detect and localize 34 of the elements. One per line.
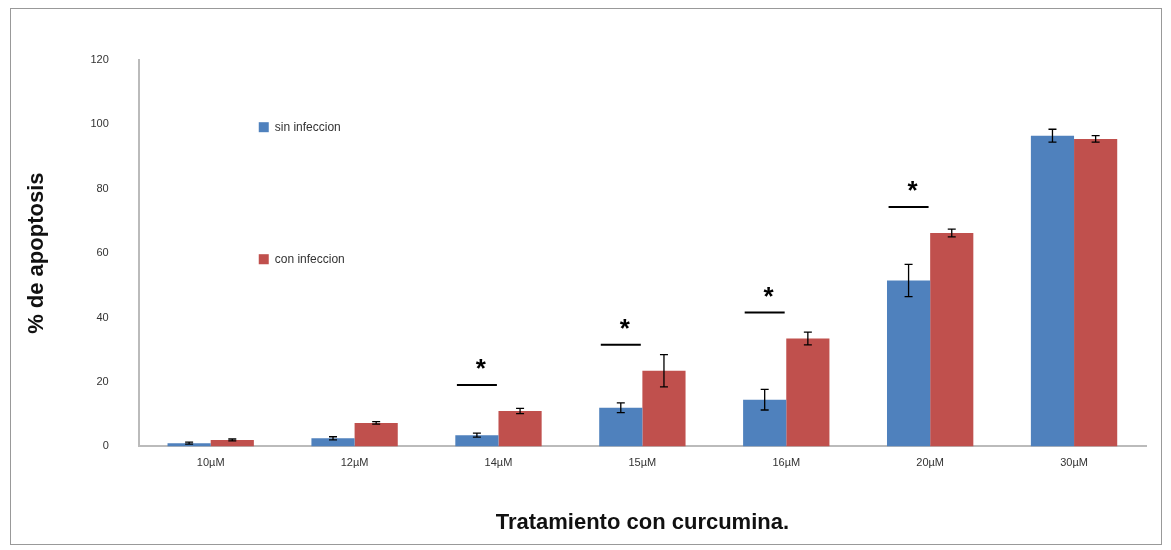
annotation: *: [763, 280, 775, 311]
y-tick-label: 0: [102, 439, 109, 452]
annotation: *: [475, 353, 487, 384]
bar: [786, 338, 830, 447]
y-tick-label: 80: [96, 181, 109, 194]
x-tick-label: 30µM: [1060, 456, 1088, 469]
annotation: *: [907, 175, 919, 206]
y-tick-label: 20: [96, 375, 109, 388]
bar: [311, 438, 355, 447]
x-tick-label: 14µM: [484, 456, 513, 469]
bar: [599, 407, 643, 447]
y-tick-label: 120: [90, 53, 109, 66]
legend-label: con infeccion: [274, 251, 345, 266]
annotation: *: [619, 312, 631, 343]
y-tick-label: 60: [96, 246, 109, 259]
bar: [1074, 138, 1118, 447]
y-tick-label: 100: [90, 117, 109, 130]
x-tick-label: 12µM: [340, 456, 369, 469]
bar: [498, 410, 542, 447]
y-axis-title: % de apoptosis: [23, 172, 49, 334]
x-tick-label: 16µM: [772, 456, 801, 469]
x-tick-label: 10µM: [196, 456, 225, 469]
bar: [354, 422, 398, 447]
legend-label: sin infeccion: [274, 119, 341, 134]
bar: [743, 399, 787, 447]
bar: [930, 232, 974, 447]
bar: [455, 435, 499, 447]
bar: [642, 370, 686, 447]
x-axis-title: Tratamiento con curcumina.: [495, 508, 790, 534]
x-tick-label: 15µM: [628, 456, 657, 469]
bar: [886, 280, 931, 447]
y-tick-label: 40: [96, 310, 109, 323]
x-tick-label: 20µM: [916, 456, 945, 469]
bar: [1030, 135, 1075, 447]
